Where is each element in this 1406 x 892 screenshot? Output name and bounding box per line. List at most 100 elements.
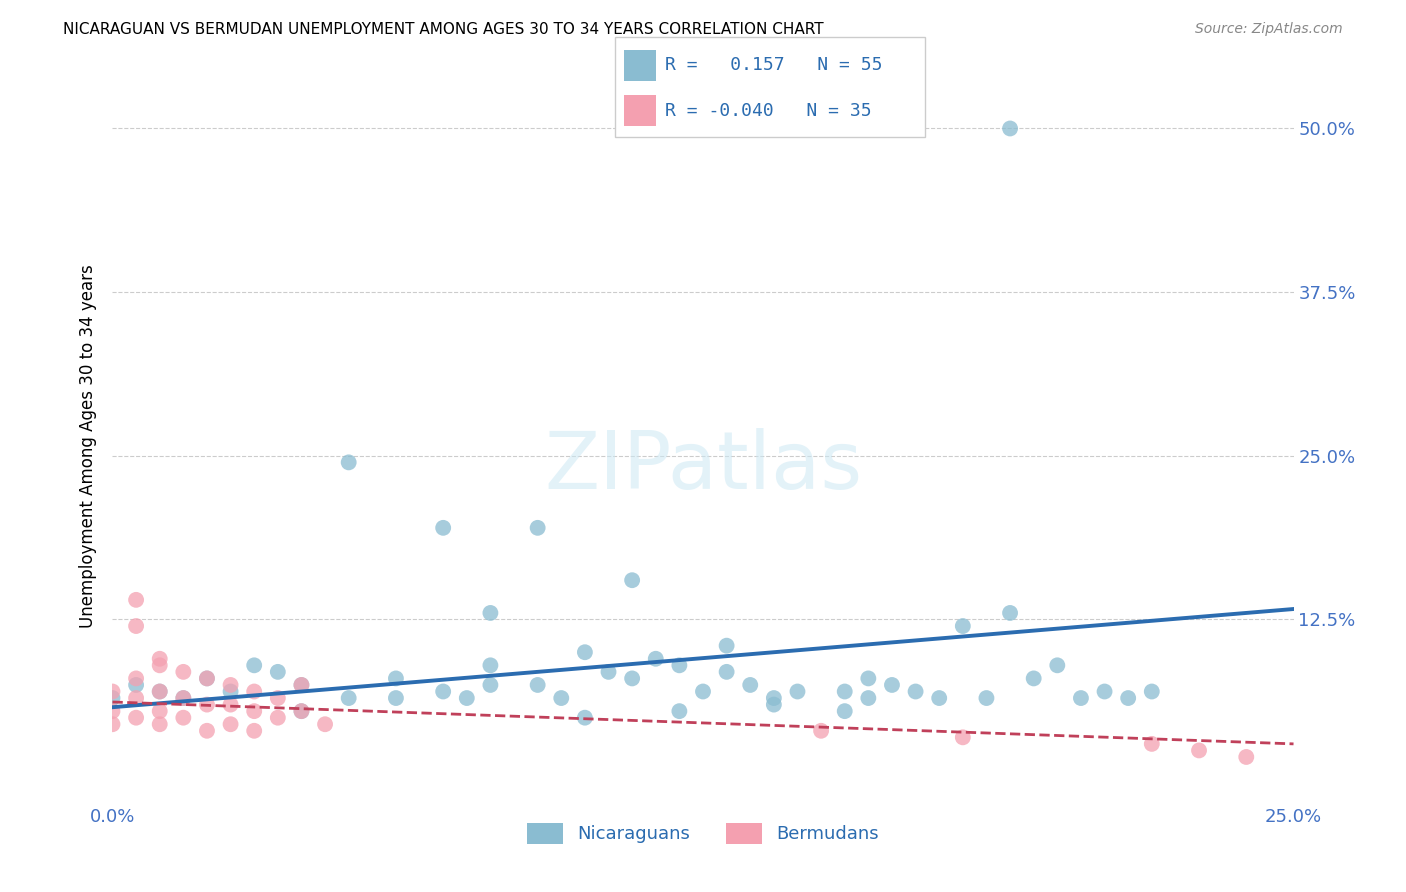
Point	[432, 684, 454, 698]
Point	[1188, 743, 1211, 757]
Point	[1070, 691, 1092, 706]
Point	[195, 672, 218, 686]
Point	[149, 704, 172, 718]
Text: Source: ZipAtlas.com: Source: ZipAtlas.com	[1195, 22, 1343, 37]
Point	[762, 691, 785, 706]
Point	[149, 684, 172, 698]
Point	[998, 121, 1021, 136]
Point	[219, 717, 242, 731]
Point	[267, 691, 290, 706]
Point	[834, 704, 856, 718]
Point	[385, 672, 408, 686]
Point	[125, 592, 148, 607]
Point	[149, 684, 172, 698]
Point	[904, 684, 927, 698]
FancyBboxPatch shape	[614, 37, 925, 137]
Bar	[624, 50, 655, 81]
Point	[1140, 684, 1163, 698]
Point	[976, 691, 998, 706]
Point	[172, 691, 194, 706]
Point	[834, 684, 856, 698]
Point	[172, 691, 194, 706]
Point	[267, 711, 290, 725]
Point	[101, 691, 124, 706]
Point	[243, 723, 266, 738]
Point	[337, 691, 360, 706]
Point	[125, 691, 148, 706]
Point	[668, 658, 690, 673]
Point	[479, 658, 502, 673]
Point	[952, 619, 974, 633]
Point	[219, 678, 242, 692]
Point	[1094, 684, 1116, 698]
Point	[810, 723, 832, 738]
Point	[716, 665, 738, 679]
Point	[385, 691, 408, 706]
Point	[716, 639, 738, 653]
Point	[1116, 691, 1139, 706]
Point	[101, 704, 124, 718]
Point	[550, 691, 572, 706]
Bar	[624, 95, 655, 126]
Point	[195, 723, 218, 738]
Point	[149, 717, 172, 731]
Point	[101, 717, 124, 731]
Point	[692, 684, 714, 698]
Point	[314, 717, 336, 731]
Point	[786, 684, 808, 698]
Point	[149, 652, 172, 666]
Point	[928, 691, 950, 706]
Point	[219, 684, 242, 698]
Point	[526, 521, 548, 535]
Point	[479, 606, 502, 620]
Point	[858, 672, 880, 686]
Point	[621, 672, 644, 686]
Text: R =   0.157   N = 55: R = 0.157 N = 55	[665, 56, 883, 74]
Point	[952, 731, 974, 745]
Point	[149, 658, 172, 673]
Point	[172, 665, 194, 679]
Point	[219, 698, 242, 712]
Point	[195, 698, 218, 712]
Point	[1022, 672, 1045, 686]
Point	[668, 704, 690, 718]
Point	[125, 711, 148, 725]
Point	[1234, 750, 1257, 764]
Point	[337, 455, 360, 469]
Point	[101, 684, 124, 698]
Point	[243, 704, 266, 718]
Point	[243, 684, 266, 698]
Point	[1140, 737, 1163, 751]
Text: ZIPatlas: ZIPatlas	[544, 428, 862, 507]
Point	[432, 521, 454, 535]
Point	[526, 678, 548, 692]
Point	[740, 678, 762, 692]
Point	[125, 672, 148, 686]
Text: NICARAGUAN VS BERMUDAN UNEMPLOYMENT AMONG AGES 30 TO 34 YEARS CORRELATION CHART: NICARAGUAN VS BERMUDAN UNEMPLOYMENT AMON…	[63, 22, 824, 37]
Point	[456, 691, 478, 706]
Point	[290, 704, 312, 718]
Point	[125, 619, 148, 633]
Point	[172, 711, 194, 725]
Point	[243, 658, 266, 673]
Point	[290, 704, 312, 718]
Legend: Nicaraguans, Bermudans: Nicaraguans, Bermudans	[519, 815, 887, 851]
Point	[858, 691, 880, 706]
Point	[267, 665, 290, 679]
Text: R = -0.040   N = 35: R = -0.040 N = 35	[665, 102, 872, 120]
Point	[125, 678, 148, 692]
Y-axis label: Unemployment Among Ages 30 to 34 years: Unemployment Among Ages 30 to 34 years	[79, 264, 97, 628]
Point	[644, 652, 666, 666]
Point	[880, 678, 903, 692]
Point	[195, 672, 218, 686]
Point	[574, 645, 596, 659]
Point	[998, 606, 1021, 620]
Point	[479, 678, 502, 692]
Point	[290, 678, 312, 692]
Point	[290, 678, 312, 692]
Point	[1046, 658, 1069, 673]
Point	[598, 665, 620, 679]
Point	[574, 711, 596, 725]
Point	[621, 573, 644, 587]
Point	[762, 698, 785, 712]
